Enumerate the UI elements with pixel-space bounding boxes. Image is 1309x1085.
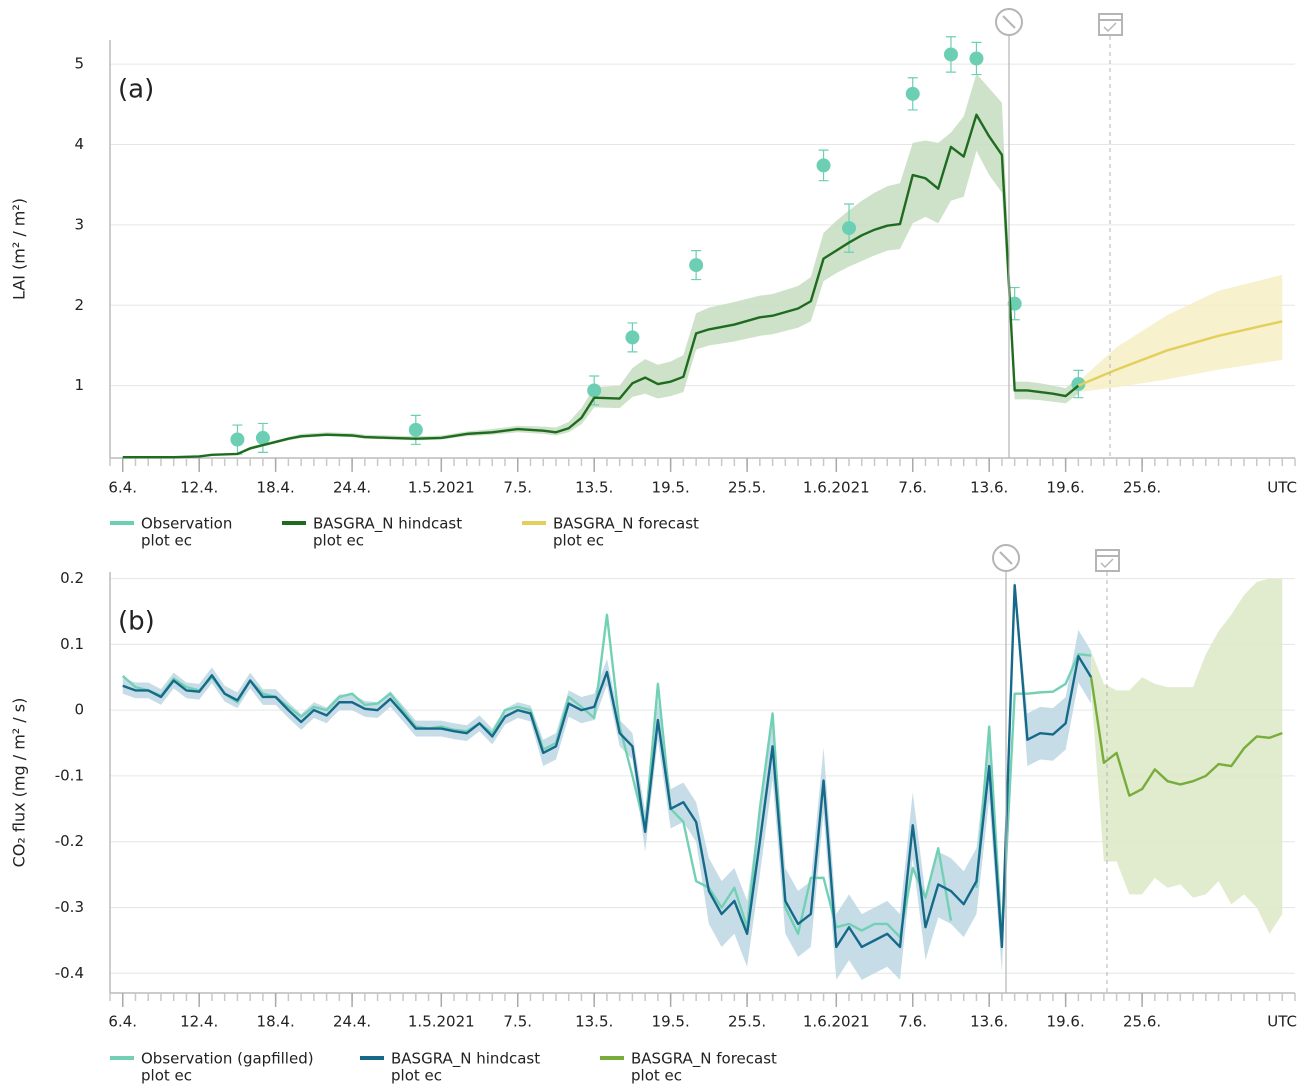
y-tick-label: -0.2	[55, 832, 84, 850]
legend-sublabel: plot ec	[631, 1067, 682, 1085]
legend-label: BASGRA_N hindcast	[391, 1050, 540, 1069]
series-line	[1077, 320, 1283, 387]
legend-label: BASGRA_N forecast	[631, 1050, 777, 1069]
legend-sublabel: plot ec	[141, 1067, 192, 1085]
x-unit-label: UTC	[1267, 479, 1297, 497]
x-tick-label: 25.6.	[1123, 1013, 1161, 1031]
observation-point	[969, 51, 984, 66]
legend-label: BASGRA_N forecast	[553, 515, 699, 534]
calendar-icon	[1098, 13, 1123, 36]
y-axis-label: LAI (m² / m²)	[10, 198, 29, 300]
observation-point	[816, 158, 831, 173]
x-tick-label: 1.5.2021	[408, 1013, 475, 1031]
y-tick-label: 0.1	[60, 635, 84, 653]
legend-sublabel: plot ec	[553, 532, 604, 550]
calendar-icon	[1103, 22, 1117, 33]
x-tick-label: 7.5.	[503, 1013, 532, 1031]
panel: 0.2 0.1 0 -0.1 -0.2 -0.3 -0.4 6.4. 12.4. 18.4. 24.…	[10, 569, 1298, 1084]
x-tick-label: 19.5.	[652, 1013, 690, 1031]
x-tick-label: 19.5.	[652, 479, 690, 497]
x-tick-label: 1.6.2021	[803, 479, 870, 497]
now-icon	[999, 551, 1013, 565]
uncertainty-band	[122, 73, 1079, 458]
uncertainty-band	[122, 578, 1092, 980]
y-tick-label: -0.4	[55, 964, 84, 982]
panel-label: (b)	[118, 607, 155, 637]
y-tick-label: -0.3	[55, 898, 84, 916]
x-tick-label: 13.6.	[970, 479, 1008, 497]
x-tick-label: 7.6.	[898, 479, 927, 497]
y-tick-label: 3	[74, 215, 84, 233]
legend-label: BASGRA_N hindcast	[313, 515, 462, 534]
series-line	[122, 113, 1080, 459]
legend-sublabel: plot ec	[313, 532, 364, 550]
uncertainty-band	[1091, 578, 1283, 934]
x-tick-label: 7.5.	[503, 479, 532, 497]
x-tick-label: 6.4.	[108, 1013, 137, 1031]
observation-point	[689, 258, 704, 273]
x-tick-label: 18.4.	[257, 1013, 295, 1031]
x-tick-label: 7.6.	[898, 1013, 927, 1031]
calendar-icon	[1095, 549, 1120, 572]
legend-label: Observation (gapfilled)	[141, 1050, 314, 1068]
observation-point	[625, 330, 640, 345]
observation-point	[587, 383, 602, 398]
y-tick-label: -0.1	[55, 766, 84, 784]
x-tick-label: 24.4.	[333, 479, 371, 497]
legend-sublabel: plot ec	[391, 1067, 442, 1085]
x-tick-label: 13.5.	[575, 1013, 613, 1031]
y-tick-label: 0.2	[60, 569, 84, 587]
x-tick-label: 13.6.	[970, 1013, 1008, 1031]
observation-point	[943, 47, 958, 62]
markers	[992, 8, 1123, 993]
legend-label: Observation	[141, 515, 232, 533]
x-tick-label: 1.6.2021	[803, 1013, 870, 1031]
x-unit-label: UTC	[1267, 1013, 1297, 1031]
x-tick-label: 13.5.	[575, 479, 613, 497]
y-tick-label: 1	[74, 376, 84, 394]
observation-point	[842, 221, 857, 236]
panel: 1 2 3 4 5 6.4. 12.4. 18.4. 24.4. 1.5.2021 7.5. 13.5…	[10, 36, 1297, 550]
x-tick-label: 25.6.	[1123, 479, 1161, 497]
minor-ticks	[109, 993, 1296, 1001]
x-tick-label: 12.4.	[180, 479, 218, 497]
series-line	[1089, 677, 1283, 797]
x-tick-label: 12.4.	[180, 1013, 218, 1031]
x-tick-label: 6.4.	[108, 479, 137, 497]
calendar-icon	[1100, 558, 1114, 569]
minor-ticks	[109, 458, 1296, 466]
x-tick-label: 18.4.	[257, 479, 295, 497]
y-tick-label: 0	[74, 701, 84, 719]
panel-label: (a)	[118, 75, 154, 105]
observation-point	[230, 432, 245, 447]
y-axis-label: CO₂ flux (mg / m² / s)	[10, 698, 29, 868]
legend-sublabel: plot ec	[141, 532, 192, 550]
x-tick-label: 24.4.	[333, 1013, 371, 1031]
x-tick-label: 25.5.	[728, 479, 766, 497]
observation-point	[408, 422, 423, 437]
series-line	[122, 583, 1093, 949]
x-tick-label: 1.5.2021	[408, 479, 475, 497]
observation-point	[905, 86, 920, 101]
y-tick-label: 5	[74, 55, 84, 73]
x-tick-label: 25.5.	[728, 1013, 766, 1031]
x-tick-label: 19.6.	[1047, 479, 1085, 497]
x-tick-label: 19.6.	[1047, 1013, 1085, 1031]
now-icon	[1002, 15, 1016, 29]
y-tick-label: 4	[74, 135, 84, 153]
observation-point	[255, 430, 270, 445]
uncertainty-band	[1078, 274, 1283, 393]
y-tick-label: 2	[74, 296, 84, 314]
